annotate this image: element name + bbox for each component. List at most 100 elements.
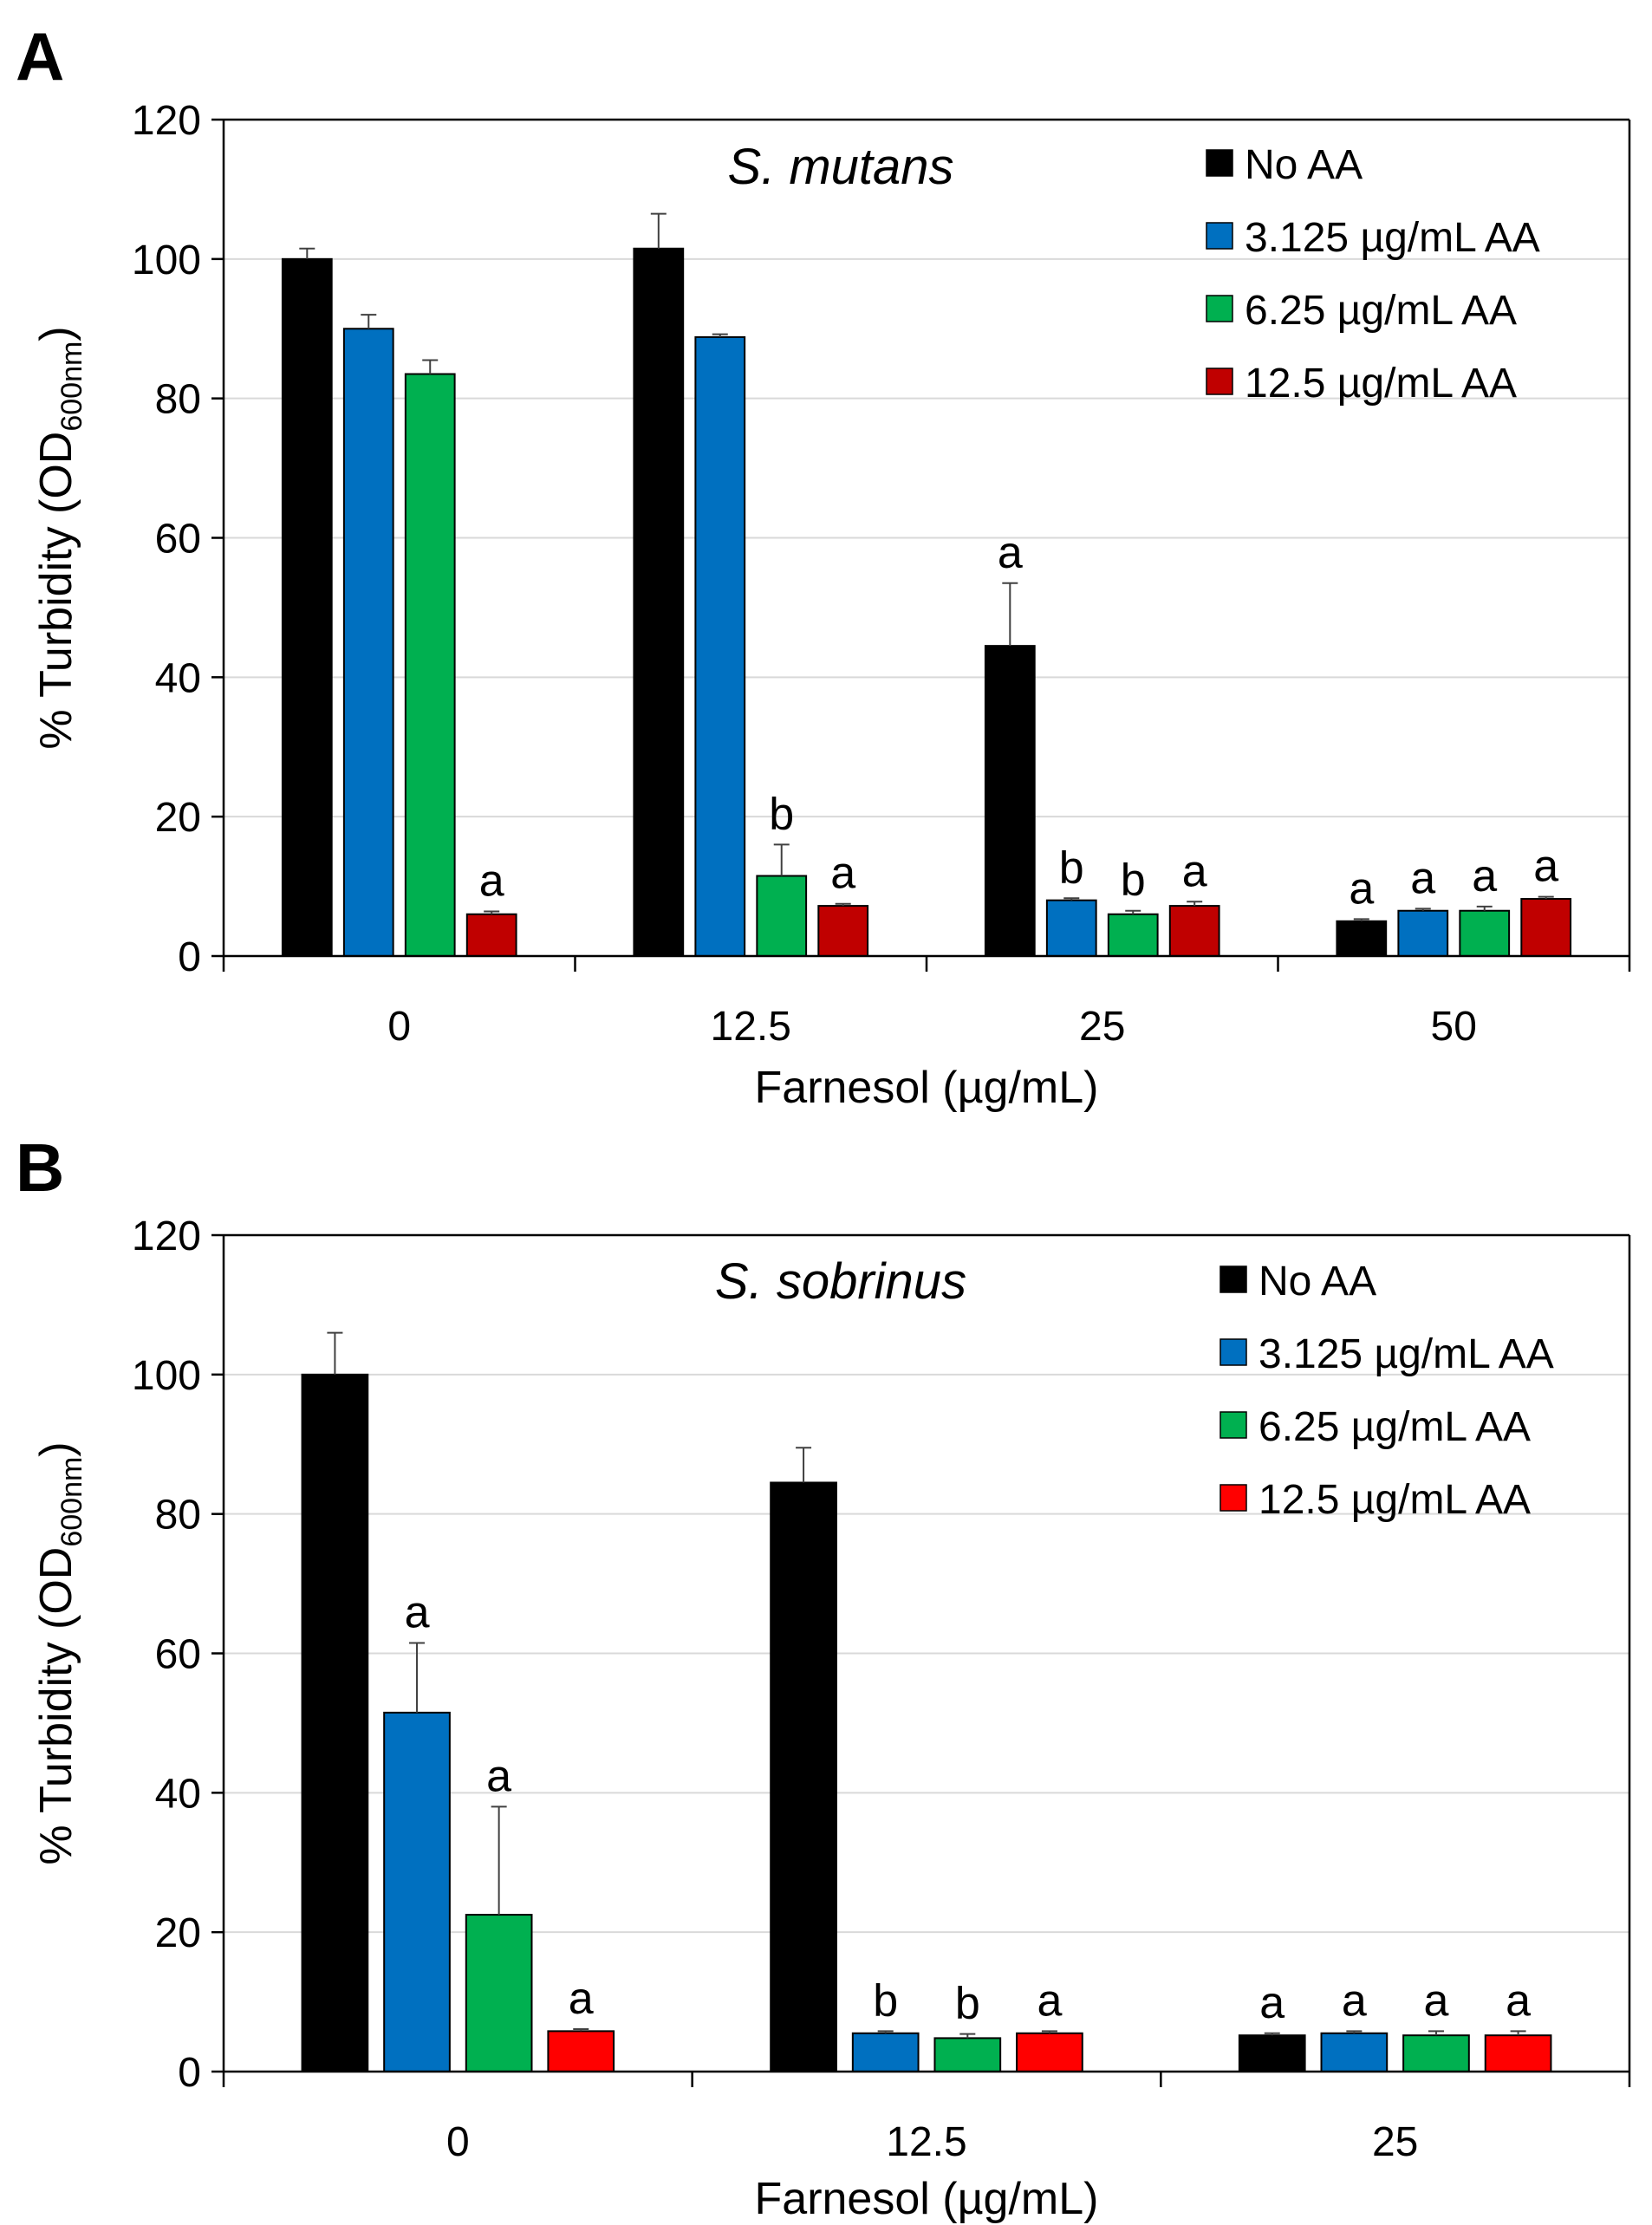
legend-label: 12.5 µg/mL AA	[1245, 361, 1517, 407]
bar-A-s0-c3	[1336, 920, 1388, 957]
significance-label: a	[1472, 851, 1497, 901]
significance-label: a	[486, 1751, 511, 1801]
significance-label: a	[479, 856, 504, 907]
y-tick-label: 0	[178, 934, 201, 980]
x-tick-label: 50	[1431, 1004, 1477, 1050]
significance-label: a	[998, 528, 1023, 578]
y-axis-title-main: % Turbidity (OD	[31, 1547, 81, 1865]
bar-A-s2-c1	[756, 875, 808, 957]
chart-title: S. mutans	[727, 139, 953, 195]
significance-label: b	[1059, 843, 1084, 893]
significance-label: b	[873, 1975, 898, 2026]
legend-swatch	[1206, 222, 1233, 250]
y-tick-label: 100	[132, 237, 201, 283]
bar-A-s3-c2	[1168, 905, 1220, 957]
significance-label: a	[1349, 863, 1374, 914]
significance-label: a	[830, 849, 855, 899]
significance-label: a	[1533, 842, 1558, 892]
significance-label: a	[1259, 1978, 1285, 2028]
bar-A-s3-c0	[465, 913, 517, 957]
y-tick-label: 40	[155, 655, 201, 701]
significance-label: a	[1410, 853, 1435, 903]
y-tick-label: 20	[155, 1910, 201, 1956]
bar-A-s0-c1	[633, 247, 685, 958]
y-tick-label: 40	[155, 1771, 201, 1817]
bar-B-s2-c0	[465, 1914, 533, 2072]
chart-title: S. sobrinus	[715, 1253, 966, 1310]
legend-swatch	[1219, 1411, 1247, 1439]
y-axis-title-main: % Turbidity (OD	[31, 432, 81, 750]
significance-label: a	[405, 1587, 430, 1637]
legend-swatch	[1206, 295, 1233, 322]
legend-label: 3.125 µg/mL AA	[1259, 1331, 1554, 1377]
significance-label: b	[1121, 856, 1146, 906]
legend-label: 12.5 µg/mL AA	[1259, 1477, 1531, 1523]
y-axis-title: % Turbidity (OD600nm)	[31, 1441, 88, 1864]
bar-A-s2-c2	[1107, 913, 1159, 957]
y-axis-title-close: )	[31, 1441, 81, 1456]
bar-A-s3-c3	[1520, 898, 1572, 958]
bar-A-s3-c1	[817, 905, 869, 957]
legend-swatch	[1206, 149, 1233, 177]
significance-label: b	[769, 789, 794, 839]
y-tick-label: 0	[178, 2050, 201, 2096]
bar-B-s3-c2	[1484, 2034, 1552, 2073]
y-tick-label: 60	[155, 1632, 201, 1678]
legend-swatch	[1219, 1265, 1247, 1293]
legend-label: No AA	[1245, 142, 1363, 188]
bar-B-s0-c1	[770, 1481, 837, 2072]
bar-B-s1-c2	[1320, 2032, 1389, 2072]
y-tick-label: 80	[155, 377, 201, 423]
legend-swatch	[1219, 1338, 1247, 1366]
bar-A-s0-c2	[984, 645, 1036, 957]
bar-A-s2-c0	[404, 373, 456, 958]
x-tick-label: 12.5	[886, 2119, 966, 2165]
bar-A-s1-c0	[342, 328, 394, 957]
legend-swatch	[1206, 368, 1233, 395]
y-axis-title-subscript: 600nm	[55, 342, 88, 432]
significance-label: a	[1424, 1975, 1449, 2026]
legend-label: 6.25 µg/mL AA	[1245, 288, 1517, 334]
bar-B-s2-c1	[933, 2037, 1002, 2072]
bar-B-s3-c1	[1016, 2032, 1083, 2072]
y-axis-title-subscript: 600nm	[55, 1457, 88, 1547]
significance-label: a	[1506, 1975, 1531, 2026]
bar-B-s1-c1	[851, 2032, 920, 2072]
bar-B-s0-c2	[1238, 2034, 1306, 2073]
x-tick-label: 0	[387, 1004, 411, 1050]
bar-B-s1-c0	[383, 1711, 451, 2072]
significance-label: a	[569, 1974, 594, 2024]
significance-label: b	[955, 1979, 980, 2029]
bar-B-s0-c0	[301, 1373, 369, 2073]
x-axis-title: Farnesol (µg/mL)	[755, 1063, 1099, 1113]
y-tick-label: 20	[155, 795, 201, 841]
y-tick-label: 120	[132, 98, 201, 144]
legend-label: No AA	[1259, 1259, 1376, 1304]
chart-panel-B: B 0 20 40 60 80 100 120 a a b a a b a a a a 0 12.5 25 Farneso…	[16, 1129, 1631, 2224]
bar-A-s2-c3	[1459, 909, 1511, 957]
legend: No AA 3.125 µg/mL AA 6.25 µg/mL AA 12.5 µg/…	[1219, 1259, 1554, 1523]
bar-A-s1-c3	[1397, 909, 1449, 957]
panel-letter: A	[16, 18, 64, 94]
x-axis-title: Farnesol (µg/mL)	[755, 2174, 1099, 2224]
y-tick-label: 80	[155, 1493, 201, 1539]
bar-B-s3-c0	[547, 2030, 615, 2073]
bar-A-s1-c1	[694, 335, 746, 957]
significance-label: a	[1342, 1975, 1367, 2026]
y-tick-label: 60	[155, 517, 201, 563]
x-tick-label: 0	[446, 2119, 470, 2165]
bar-A-s1-c2	[1045, 899, 1097, 957]
legend-label: 3.125 µg/mL AA	[1245, 215, 1540, 261]
significance-label: a	[1037, 1975, 1062, 2026]
significance-label: a	[1182, 846, 1207, 896]
x-tick-label: 25	[1372, 2119, 1418, 2165]
x-tick-label: 25	[1079, 1004, 1125, 1050]
y-axis-title: % Turbidity (OD600nm)	[31, 326, 88, 749]
x-tick-label: 12.5	[711, 1004, 791, 1050]
bar-A-s0-c0	[281, 257, 333, 958]
y-tick-label: 120	[132, 1213, 201, 1259]
legend-label: 6.25 µg/mL AA	[1259, 1404, 1531, 1450]
bar-B-s2-c2	[1402, 2034, 1470, 2073]
